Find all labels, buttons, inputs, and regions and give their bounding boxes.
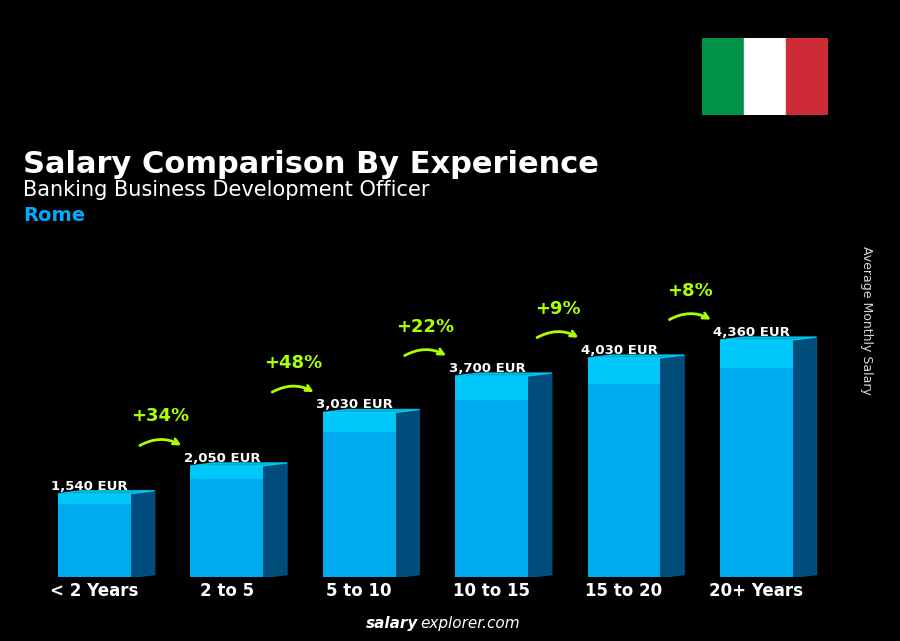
Bar bbox=[191, 466, 263, 479]
Bar bbox=[323, 412, 396, 432]
Text: 1,540 EUR: 1,540 EUR bbox=[51, 479, 128, 492]
Polygon shape bbox=[588, 355, 684, 358]
Polygon shape bbox=[720, 337, 816, 340]
Bar bbox=[744, 38, 786, 115]
Polygon shape bbox=[661, 355, 684, 578]
Bar bbox=[191, 466, 263, 578]
Text: +9%: +9% bbox=[535, 299, 581, 317]
Text: 4,360 EUR: 4,360 EUR bbox=[714, 326, 790, 339]
Bar bbox=[702, 38, 744, 115]
Text: Banking Business Development Officer: Banking Business Development Officer bbox=[23, 180, 430, 200]
Text: Salary Comparison By Experience: Salary Comparison By Experience bbox=[23, 151, 599, 179]
Polygon shape bbox=[263, 463, 287, 578]
Text: 3,700 EUR: 3,700 EUR bbox=[448, 362, 526, 375]
Polygon shape bbox=[58, 490, 155, 494]
Text: +22%: +22% bbox=[396, 317, 454, 335]
Bar bbox=[323, 412, 396, 578]
Polygon shape bbox=[191, 463, 287, 466]
Text: +8%: +8% bbox=[667, 281, 713, 299]
Bar bbox=[588, 358, 661, 385]
Bar bbox=[720, 340, 793, 369]
Text: +34%: +34% bbox=[131, 408, 190, 426]
Polygon shape bbox=[396, 410, 419, 578]
Text: explorer.com: explorer.com bbox=[420, 616, 520, 631]
Polygon shape bbox=[528, 373, 552, 578]
Bar bbox=[786, 38, 828, 115]
Polygon shape bbox=[130, 490, 155, 578]
Polygon shape bbox=[323, 410, 419, 412]
Bar bbox=[455, 376, 528, 578]
Text: 3,030 EUR: 3,030 EUR bbox=[316, 398, 393, 412]
Text: Rome: Rome bbox=[23, 206, 86, 224]
Bar bbox=[58, 494, 130, 578]
Text: 2,050 EUR: 2,050 EUR bbox=[184, 452, 260, 465]
Text: +48%: +48% bbox=[264, 354, 322, 372]
Text: Average Monthly Salary: Average Monthly Salary bbox=[860, 246, 873, 395]
Bar bbox=[455, 376, 528, 400]
Bar bbox=[58, 494, 130, 504]
Polygon shape bbox=[455, 373, 552, 376]
Text: salary: salary bbox=[366, 616, 418, 631]
Text: 4,030 EUR: 4,030 EUR bbox=[580, 344, 658, 357]
Bar bbox=[588, 358, 661, 578]
Polygon shape bbox=[793, 337, 816, 578]
Bar bbox=[720, 340, 793, 578]
